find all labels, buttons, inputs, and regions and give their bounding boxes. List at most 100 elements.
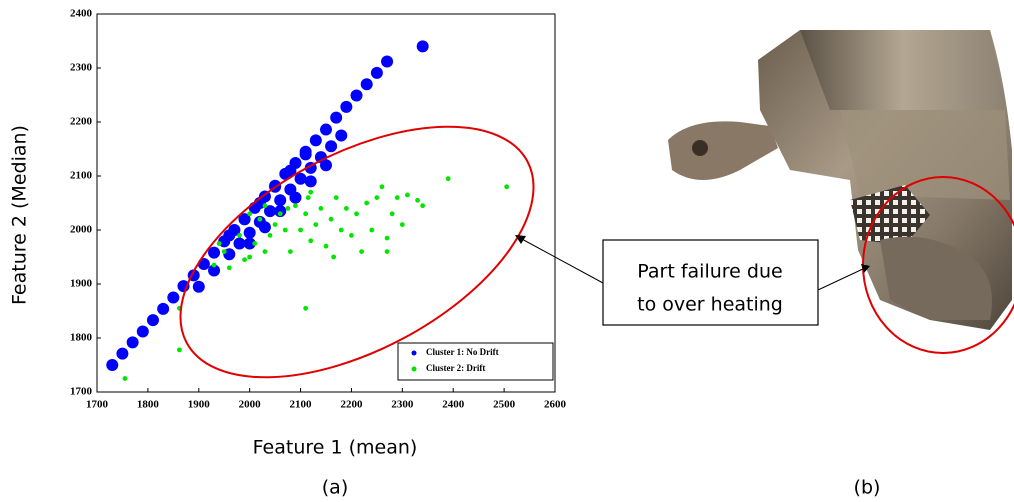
- point: [237, 233, 242, 238]
- point: [330, 111, 343, 124]
- point: [136, 325, 149, 338]
- point: [272, 222, 278, 228]
- y-tick-label: 2300: [70, 62, 93, 74]
- point: [323, 243, 329, 249]
- point: [267, 233, 273, 238]
- point: [298, 227, 303, 233]
- x-tick-label: 1700: [86, 399, 109, 411]
- point: [399, 222, 405, 228]
- point: [338, 227, 344, 233]
- point: [285, 206, 291, 211]
- y-tick-label: 1900: [70, 278, 93, 290]
- point: [370, 66, 383, 79]
- y-axis-label: Feature 2 (Median): [9, 125, 31, 305]
- annotation-box: [602, 239, 819, 326]
- point: [299, 148, 312, 161]
- point: [350, 89, 363, 102]
- x-tick-label: 2600: [544, 399, 567, 411]
- legend-label: Cluster 2: Drift: [426, 363, 485, 373]
- plot-frame: [96, 13, 556, 393]
- point: [284, 164, 297, 177]
- y-tick-label: 2400: [70, 8, 93, 20]
- legend-label: Cluster 1: No Drift: [426, 347, 499, 357]
- point: [226, 265, 232, 271]
- point: [328, 216, 334, 222]
- x-tick-label: 2500: [493, 399, 516, 411]
- point: [420, 203, 426, 209]
- point: [157, 302, 170, 315]
- point: [167, 291, 180, 304]
- y-tick-label: 1700: [70, 386, 93, 398]
- point: [277, 211, 283, 217]
- point: [308, 189, 314, 195]
- point: [122, 376, 128, 381]
- point: [320, 123, 332, 136]
- annotation-text: to over heating: [637, 294, 783, 316]
- point: [405, 192, 410, 198]
- point: [106, 359, 119, 371]
- point: [247, 211, 253, 217]
- point: [384, 235, 390, 241]
- photo: [668, 30, 1012, 330]
- point: [211, 262, 217, 268]
- point: [374, 195, 380, 201]
- point: [333, 195, 339, 201]
- legend-box: [397, 342, 554, 381]
- point: [381, 55, 394, 68]
- point: [445, 176, 451, 182]
- x-tick-label: 2000: [239, 399, 262, 411]
- point: [289, 191, 302, 204]
- point: [146, 314, 159, 327]
- point: [293, 203, 298, 209]
- annotation-text: Part failure due: [637, 261, 782, 283]
- x-tick-label: 2200: [340, 399, 363, 411]
- point: [242, 257, 247, 263]
- point: [305, 195, 311, 201]
- x-tick-label: 1800: [137, 399, 160, 411]
- point: [303, 305, 309, 311]
- x-tick-label: 2300: [391, 399, 414, 411]
- point: [243, 226, 256, 239]
- panel-label: (a): [322, 477, 348, 499]
- point: [343, 206, 349, 211]
- arrow-head: [861, 264, 870, 273]
- point: [258, 221, 271, 234]
- point: [320, 159, 332, 172]
- point: [223, 229, 236, 242]
- point: [303, 211, 309, 217]
- y-tick-label: 2100: [70, 170, 93, 182]
- panel-label: (b): [854, 477, 881, 499]
- arrow: [817, 267, 866, 291]
- point: [264, 205, 277, 218]
- point: [325, 140, 338, 153]
- point: [349, 233, 354, 238]
- point: [354, 211, 359, 217]
- point: [364, 200, 370, 206]
- y-tick-label: 1800: [70, 332, 93, 344]
- point: [252, 241, 258, 246]
- x-tick-label: 1900: [188, 399, 211, 411]
- point: [360, 78, 373, 91]
- point: [384, 249, 390, 255]
- point: [208, 246, 221, 259]
- point: [243, 237, 256, 250]
- point: [274, 194, 287, 207]
- point: [394, 195, 400, 201]
- point: [287, 249, 293, 255]
- x-tick-label: 2100: [290, 399, 313, 411]
- point: [304, 175, 317, 188]
- point: [192, 280, 205, 293]
- point: [177, 347, 182, 353]
- arrow-head: [515, 235, 526, 244]
- point: [282, 227, 288, 233]
- point: [116, 347, 129, 360]
- point: [216, 241, 222, 246]
- point: [126, 336, 139, 349]
- point: [257, 216, 263, 222]
- point: [233, 237, 246, 250]
- arrow: [519, 237, 604, 284]
- point: [308, 238, 314, 244]
- y-tick-label: 2000: [70, 224, 93, 236]
- legend-marker: [411, 350, 417, 356]
